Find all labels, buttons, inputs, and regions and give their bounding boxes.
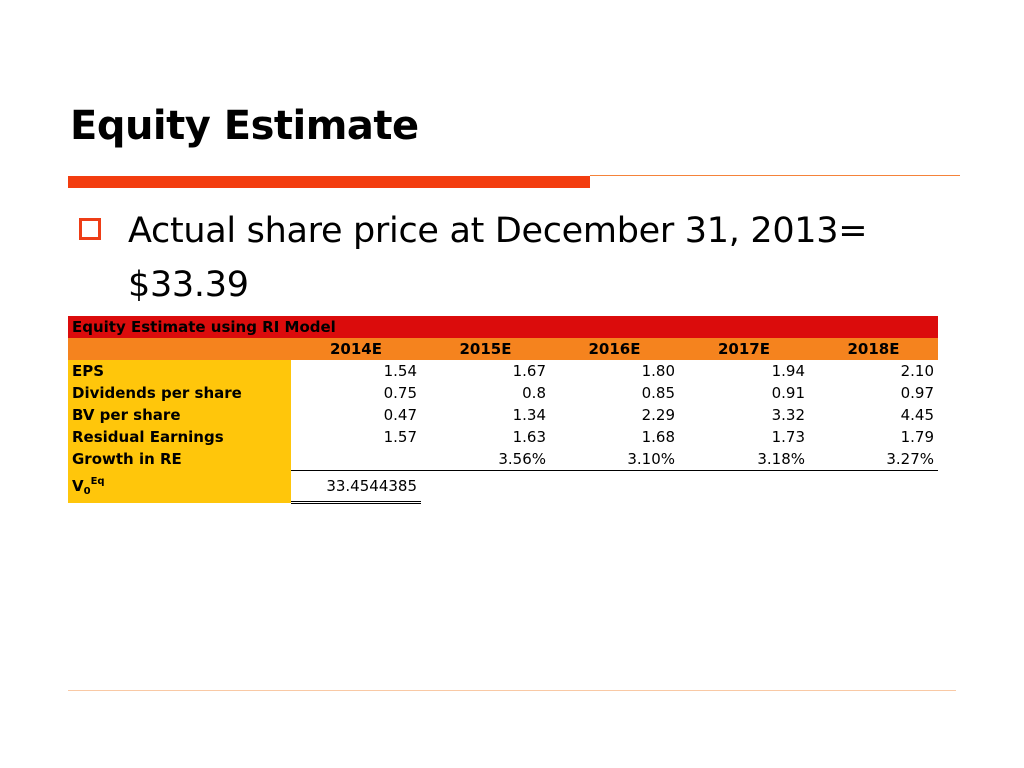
cell-value: 0.91 [771, 384, 805, 402]
table-row: Dividends per share 0.75 0.8 0.85 0.91 0… [68, 382, 938, 404]
cell-value: 1.80 [641, 362, 675, 380]
row-label: BV per share [68, 404, 291, 426]
column-header: 2014E [291, 338, 421, 360]
cell-value: 1.68 [641, 428, 675, 446]
cell-value: 0.47 [383, 406, 417, 424]
v0-label-base: V [72, 476, 84, 495]
column-header: 2016E [550, 338, 679, 360]
column-header: 2015E [421, 338, 550, 360]
column-header: 2018E [809, 338, 938, 360]
cell-value: 1.73 [771, 428, 805, 446]
cell-value: 3.27% [809, 448, 938, 471]
table-row: EPS 1.54 1.67 1.80 1.94 2.10 [68, 360, 938, 382]
cell-value: 1.94 [771, 362, 805, 380]
table-title: Equity Estimate using RI Model [68, 316, 938, 338]
cell-value: 1.57 [383, 428, 417, 446]
empty-cell [809, 471, 938, 503]
cell-value: 1.63 [512, 428, 546, 446]
cell-value: 1.34 [512, 406, 546, 424]
footer-rule [68, 690, 956, 691]
cell-value: 1.54 [383, 362, 417, 380]
cell-value: 3.56% [421, 448, 550, 471]
empty-cell [550, 471, 679, 503]
cell-value: 2.29 [641, 406, 675, 424]
ri-model-table: Equity Estimate using RI Model 2014E 201… [68, 316, 938, 504]
cell-value: 2.10 [900, 362, 934, 380]
slide-title: Equity Estimate [70, 103, 419, 149]
table-header-row: 2014E 2015E 2016E 2017E 2018E [68, 338, 938, 360]
v0-label-superscript: Eq [90, 475, 105, 487]
table-row: Residual Earnings 1.57 1.63 1.68 1.73 1.… [68, 426, 938, 448]
cell-value: 3.10% [550, 448, 679, 471]
title-underline-thin [590, 175, 960, 176]
column-header: 2017E [679, 338, 809, 360]
cell-value: 1.67 [512, 362, 546, 380]
bullet-text: Actual share price at December 31, 2013=… [128, 204, 948, 312]
v0-label: V0Eq [68, 470, 291, 503]
header-empty [68, 338, 291, 360]
row-label: Dividends per share [68, 382, 291, 404]
bullet-text-line-1: Actual share price at December 31, 2013= [128, 211, 868, 251]
row-label: Residual Earnings [68, 426, 291, 448]
cell-value: 1.79 [900, 428, 934, 446]
cell-value: 3.18% [679, 448, 809, 471]
cell-value: 0.8 [522, 384, 546, 402]
cell-value: 0.75 [383, 384, 417, 402]
cell-value: 4.45 [900, 406, 934, 424]
row-label: EPS [68, 360, 291, 382]
title-underline-thick [68, 176, 590, 188]
cell-value: 0.85 [641, 384, 675, 402]
v0-label-subscript: 0 [83, 485, 91, 497]
table-row-v0: V0Eq 33.4544385 [68, 470, 938, 504]
cell-value: 0.97 [900, 384, 934, 402]
v0-value: 33.4544385 [291, 470, 421, 504]
bullet-text-line-2: $33.39 [128, 265, 249, 305]
square-bullet-icon [79, 218, 101, 240]
empty-cell [679, 471, 809, 503]
cell-value: 3.32 [771, 406, 805, 424]
table-row: Growth in RE 3.56% 3.10% 3.18% 3.27% [68, 448, 938, 471]
row-label: Growth in RE [68, 448, 291, 471]
empty-cell [421, 471, 550, 503]
cell-value [291, 448, 421, 471]
table-row: BV per share 0.47 1.34 2.29 3.32 4.45 [68, 404, 938, 426]
